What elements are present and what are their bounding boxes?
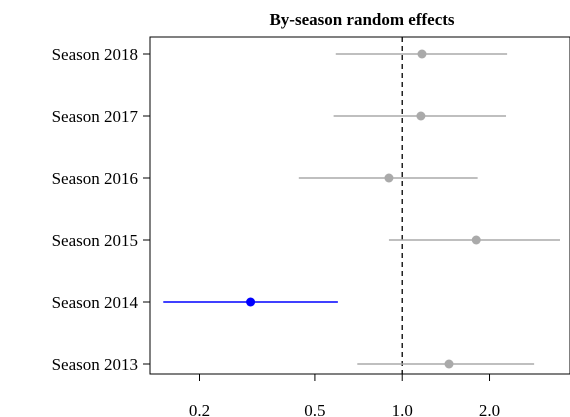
estimate-point	[417, 49, 427, 59]
y-tick-label: Season 2013	[52, 355, 138, 374]
y-tick-label: Season 2016	[52, 169, 138, 188]
estimate-point	[444, 359, 454, 369]
x-tick-label: 1.0	[392, 401, 413, 417]
x-tick-label: 0.2	[189, 401, 210, 417]
chart-title: By-season random effects	[269, 10, 454, 29]
data-marks	[163, 49, 560, 369]
plot-frame	[149, 36, 570, 375]
x-tick-label: 2.0	[479, 401, 500, 417]
x-axis: 0.2 0.5 1.0 2.0	[189, 374, 500, 417]
x-tick-label: 0.5	[304, 401, 325, 417]
y-tick-label: Season 2018	[52, 45, 138, 64]
estimate-point	[246, 297, 256, 307]
y-tick-label: Season 2014	[52, 293, 139, 312]
y-tick-label: Season 2017	[52, 107, 139, 126]
y-tick-label: Season 2015	[52, 231, 138, 250]
y-axis: Season 2018 Season 2017 Season 2016 Season …	[52, 45, 150, 374]
estimate-point	[471, 235, 481, 245]
estimate-point	[416, 111, 426, 121]
estimate-point	[384, 173, 394, 183]
